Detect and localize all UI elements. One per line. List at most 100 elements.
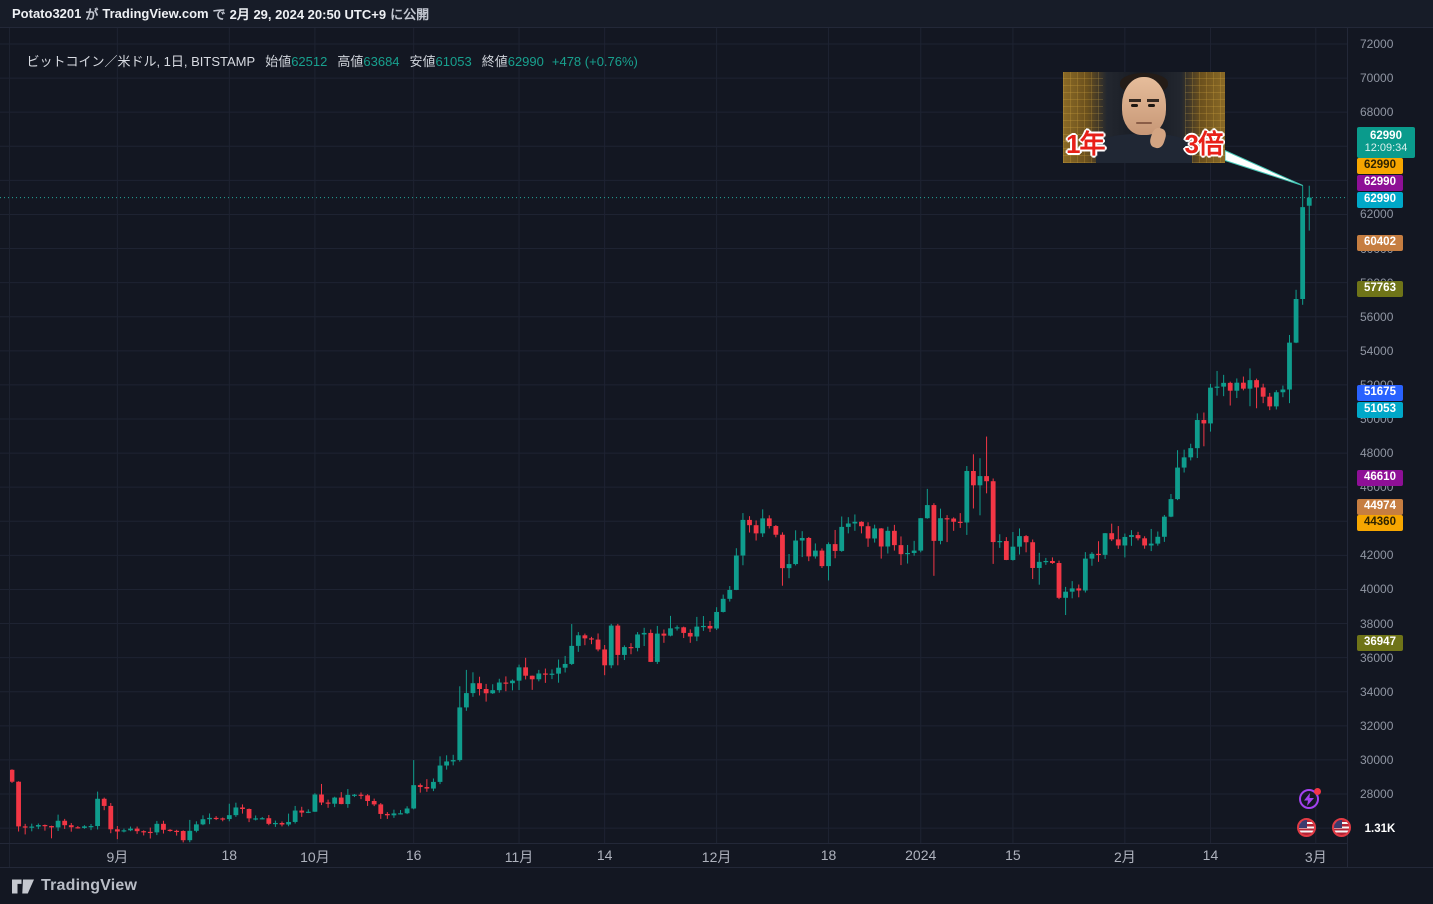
price-tick-label: 70000 — [1360, 71, 1394, 86]
candle — [701, 625, 706, 628]
thumbnail-text-left: 1年 — [1066, 129, 1105, 159]
candle-wick — [24, 823, 26, 835]
candle — [101, 798, 107, 806]
candle — [595, 639, 601, 650]
candle-wick — [544, 668, 546, 683]
time-tick-label: 18 — [221, 847, 238, 863]
candle — [529, 675, 535, 680]
candle — [1069, 588, 1075, 592]
candle-wick — [426, 779, 428, 792]
candle-wick — [492, 684, 494, 694]
candle — [68, 825, 74, 828]
candle — [1030, 542, 1036, 568]
candle — [483, 689, 489, 694]
video-thumbnail-overlay[interactable]: 1年 3倍 — [1063, 72, 1225, 163]
candle — [384, 813, 390, 816]
price-label-cyan[interactable]: 51053 — [1357, 402, 1403, 418]
price-label-brown[interactable]: 60402 — [1357, 235, 1403, 251]
candle-wick — [465, 669, 467, 711]
price-label-brown[interactable]: 44974 — [1357, 499, 1403, 515]
candle — [88, 826, 94, 828]
candle — [839, 526, 845, 551]
candle — [1240, 382, 1246, 389]
price-axis-border — [1347, 28, 1348, 867]
current-price-countdown-label[interactable]: 62990 12:09:34 — [1357, 127, 1415, 158]
candle-wick — [44, 824, 46, 831]
candle — [319, 794, 324, 803]
candle — [905, 552, 910, 555]
candle-wick — [70, 822, 72, 832]
candle-wick — [1051, 557, 1053, 564]
candle-wick — [116, 826, 118, 840]
candle — [1273, 392, 1279, 407]
price-label-orange[interactable]: 44360 — [1357, 515, 1403, 531]
person-eyebrows — [1129, 99, 1141, 102]
candle — [997, 541, 1003, 543]
candle — [55, 820, 61, 828]
price-label-cyan[interactable]: 62990 — [1357, 192, 1403, 208]
candle-wick — [228, 803, 230, 822]
candle — [760, 518, 766, 534]
candle — [431, 781, 436, 789]
candle — [1036, 561, 1042, 568]
candle — [898, 545, 904, 555]
candle — [687, 632, 693, 637]
candle — [793, 540, 799, 565]
candle — [582, 635, 588, 639]
candle — [608, 625, 614, 666]
us-flag-event-icon[interactable] — [1297, 818, 1316, 837]
price-label-blue[interactable]: 51675 — [1357, 385, 1403, 401]
time-tick-label: 9月 — [106, 849, 129, 865]
price-label-orange[interactable]: 62990 — [1357, 158, 1403, 174]
candle — [1188, 448, 1194, 458]
candle-wick — [51, 825, 53, 839]
candle — [944, 518, 950, 520]
candle — [312, 794, 318, 812]
candle — [1254, 380, 1259, 388]
candle — [22, 826, 28, 828]
price-label-purple[interactable]: 46610 — [1357, 470, 1403, 486]
candle — [891, 530, 897, 546]
candle — [819, 550, 825, 567]
price-tick-label: 30000 — [1360, 752, 1394, 767]
price-label-olive[interactable]: 36947 — [1357, 635, 1403, 651]
candle-wick — [663, 629, 665, 643]
us-flag-event-icon[interactable] — [1332, 818, 1351, 837]
candle — [1280, 389, 1286, 393]
candle — [345, 794, 351, 805]
candle — [826, 544, 831, 567]
candle — [924, 505, 930, 519]
candle-wick — [255, 815, 257, 821]
candle — [1109, 533, 1115, 540]
candle-wick — [953, 517, 955, 531]
candle — [424, 787, 430, 789]
candle — [1063, 591, 1068, 598]
candle — [852, 521, 858, 524]
price-label-purple[interactable]: 62990 — [1357, 175, 1403, 191]
candle — [654, 633, 660, 662]
candle — [575, 635, 581, 646]
publish-suffix: に公開 — [390, 7, 430, 22]
candle — [1194, 420, 1200, 449]
candle — [865, 526, 871, 539]
person-eyes — [1131, 104, 1138, 107]
candle-wick — [1065, 586, 1067, 616]
candle — [1129, 535, 1134, 537]
attribution-bar: Potato3201 が TradingView.com で 2月 29, 20… — [0, 0, 1433, 28]
time-tick-label: 11月 — [504, 849, 534, 865]
candle-wick — [1038, 552, 1040, 585]
streams-button[interactable] — [1299, 789, 1319, 809]
candle — [1017, 536, 1022, 547]
time-tick-label: 14 — [1202, 847, 1219, 863]
candle-wick — [143, 830, 145, 836]
tradingview-logo-icon[interactable] — [12, 879, 34, 894]
person-torso — [1096, 134, 1192, 163]
candle — [635, 634, 640, 648]
candle — [957, 521, 963, 523]
tradingview-logo-text[interactable]: TradingView — [41, 877, 138, 894]
candle — [714, 611, 719, 629]
candle — [990, 481, 996, 543]
candle — [332, 797, 338, 804]
price-label-olive[interactable]: 57763 — [1357, 281, 1403, 297]
